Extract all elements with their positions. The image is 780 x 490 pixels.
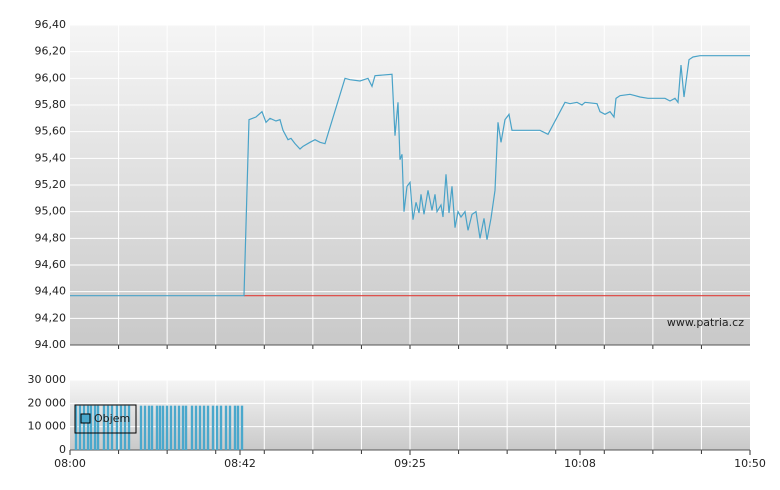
- y-tick-label: 94,40: [35, 285, 67, 298]
- y-tick-label: 96,40: [35, 18, 67, 31]
- volume-bar: [150, 405, 154, 450]
- y-tick-label: 95,60: [35, 125, 67, 138]
- volume-bar: [184, 405, 188, 450]
- volume-bar: [177, 405, 181, 450]
- volume-bar: [123, 405, 127, 450]
- volume-bar: [78, 405, 82, 450]
- volume-bar: [96, 405, 100, 450]
- volume-bar: [219, 405, 223, 450]
- x-tick-label: 08:00: [54, 457, 86, 470]
- volume-bar: [211, 405, 215, 450]
- volume-bar: [93, 405, 97, 450]
- volume-bar: [169, 405, 173, 450]
- y-tick-label: 95,40: [35, 151, 67, 164]
- volume-bar: [143, 405, 147, 450]
- volume-bar: [106, 405, 110, 450]
- volume-bar: [161, 405, 165, 450]
- volume-bar: [228, 405, 232, 450]
- volume-bar: [240, 405, 244, 450]
- x-tick-label: 10:50: [734, 457, 766, 470]
- volume-bar: [89, 405, 93, 450]
- volume-bar: [74, 405, 78, 450]
- volume-bar: [139, 405, 143, 450]
- y-tick-label: 30 000: [28, 373, 67, 386]
- y-tick-label: 96,00: [35, 71, 67, 84]
- y-tick-label: 95,20: [35, 178, 67, 191]
- volume-bar: [236, 405, 240, 450]
- y-tick-label: 95,80: [35, 98, 67, 111]
- volume-bar: [82, 405, 86, 450]
- volume-bar: [102, 405, 106, 450]
- legend-label: Objem: [94, 412, 130, 425]
- volume-bar: [147, 405, 151, 450]
- watermark: www.patria.cz: [667, 316, 744, 329]
- volume-bar: [155, 405, 159, 450]
- volume-bar: [224, 405, 228, 450]
- volume-bar: [202, 405, 206, 450]
- y-tick-label: 94,60: [35, 258, 67, 271]
- y-tick-label: 20 000: [28, 396, 67, 409]
- volume-bar: [215, 405, 219, 450]
- y-tick-label: 10 000: [28, 420, 67, 433]
- y-tick-label: 0: [59, 443, 66, 456]
- x-tick-label: 10:08: [564, 457, 596, 470]
- y-tick-label: 95,00: [35, 205, 67, 218]
- y-tick-label: 94,20: [35, 311, 67, 324]
- volume-bar: [119, 405, 123, 450]
- volume-bar: [181, 405, 185, 450]
- volume-bar: [173, 405, 177, 450]
- volume-bar: [115, 405, 119, 450]
- volume-bar: [158, 405, 162, 450]
- volume-bar: [127, 405, 131, 450]
- volume-bar: [190, 405, 194, 450]
- volume-bar: [198, 405, 202, 450]
- x-tick-label: 08:42: [224, 457, 256, 470]
- volume-bar: [110, 405, 114, 450]
- volume-bar: [206, 405, 210, 450]
- volume-bar: [233, 405, 237, 450]
- legend-box: [74, 404, 137, 434]
- volume-bar: [165, 405, 169, 450]
- price-line: [70, 55, 750, 297]
- volume-bar: [86, 405, 90, 450]
- volume-bar: [194, 405, 198, 450]
- y-tick-label: 94,80: [35, 231, 67, 244]
- y-tick-label: 94.00: [35, 338, 67, 351]
- legend-swatch: [80, 413, 91, 424]
- y-tick-label: 96,20: [35, 45, 67, 58]
- x-tick-label: 09:25: [394, 457, 426, 470]
